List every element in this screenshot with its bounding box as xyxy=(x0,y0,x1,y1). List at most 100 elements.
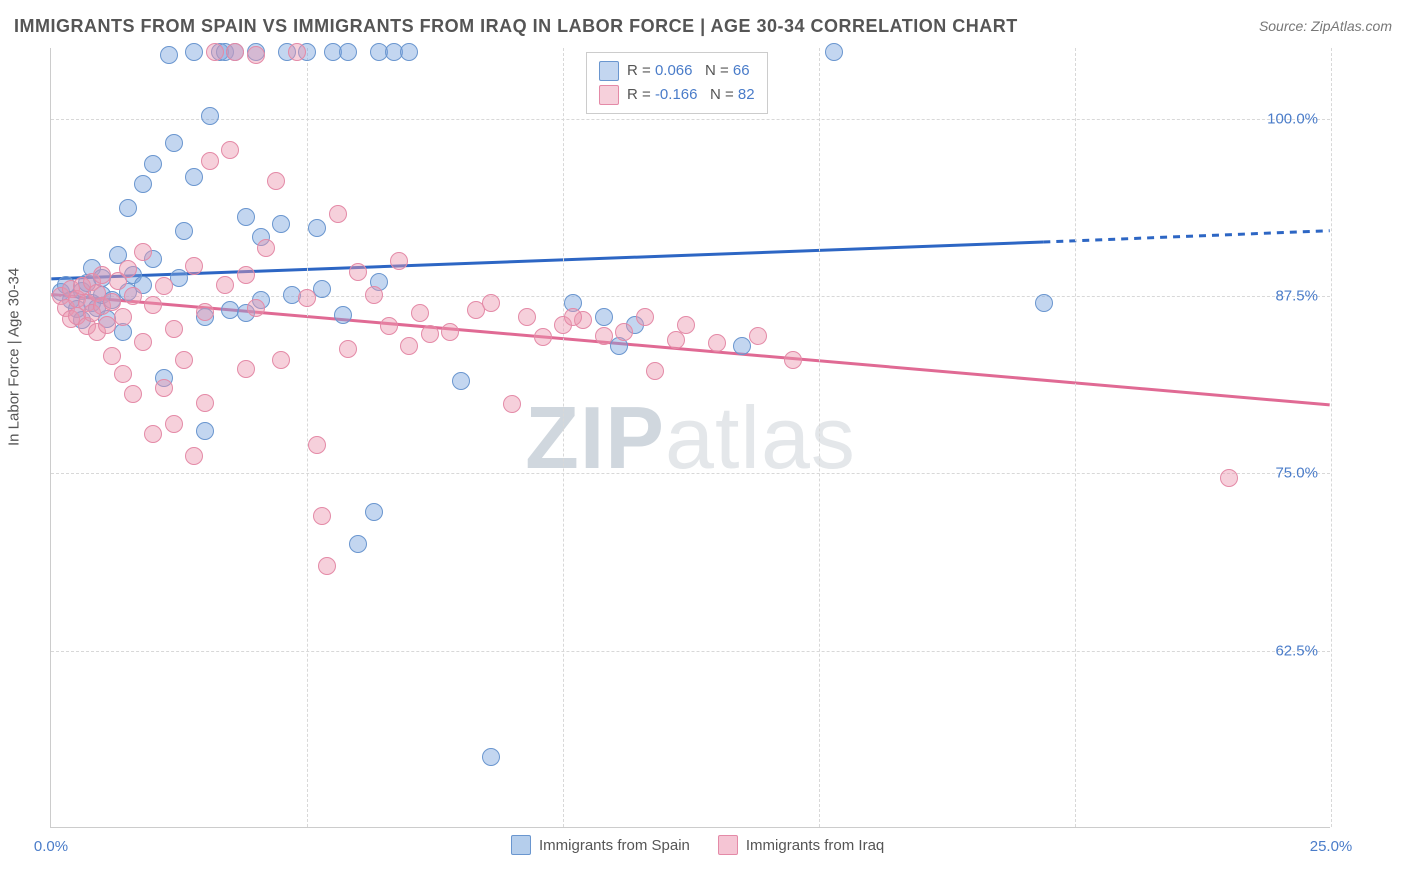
legend-swatch xyxy=(599,85,619,105)
scatter-point xyxy=(165,415,183,433)
scatter-point xyxy=(288,43,306,61)
scatter-point xyxy=(677,316,695,334)
scatter-point xyxy=(237,208,255,226)
scatter-point xyxy=(237,266,255,284)
chart-title: IMMIGRANTS FROM SPAIN VS IMMIGRANTS FROM… xyxy=(14,16,1018,37)
scatter-point xyxy=(313,280,331,298)
scatter-point xyxy=(175,222,193,240)
scatter-point xyxy=(298,289,316,307)
scatter-point xyxy=(216,276,234,294)
scatter-point xyxy=(708,334,726,352)
scatter-point xyxy=(272,351,290,369)
legend-swatch xyxy=(599,61,619,81)
scatter-point xyxy=(334,306,352,324)
series-legend-item: Immigrants from Iraq xyxy=(718,835,884,855)
gridline-horizontal xyxy=(51,296,1330,297)
scatter-point xyxy=(114,308,132,326)
scatter-point xyxy=(365,503,383,521)
scatter-point xyxy=(257,239,275,257)
scatter-point xyxy=(170,269,188,287)
x-tick-label: 0.0% xyxy=(34,838,68,855)
scatter-point xyxy=(114,365,132,383)
y-tick-label: 100.0% xyxy=(1267,110,1318,127)
scatter-point xyxy=(134,243,152,261)
watermark-zip: ZIP xyxy=(525,388,665,487)
scatter-point xyxy=(595,308,613,326)
gridline-vertical xyxy=(307,48,308,827)
scatter-point xyxy=(237,360,255,378)
gridline-vertical xyxy=(563,48,564,827)
scatter-point xyxy=(308,219,326,237)
gridline-horizontal xyxy=(51,119,1330,120)
scatter-point xyxy=(564,308,582,326)
scatter-point xyxy=(349,535,367,553)
correlation-legend-row: R = -0.166 N = 82 xyxy=(599,83,755,107)
scatter-point xyxy=(185,447,203,465)
scatter-point xyxy=(155,379,173,397)
gridline-vertical xyxy=(1331,48,1332,827)
scatter-point xyxy=(185,43,203,61)
scatter-point xyxy=(308,436,326,454)
series-legend-item: Immigrants from Spain xyxy=(511,835,690,855)
scatter-point xyxy=(441,323,459,341)
scatter-point xyxy=(646,362,664,380)
scatter-point xyxy=(267,172,285,190)
scatter-point xyxy=(365,286,383,304)
scatter-point xyxy=(615,323,633,341)
scatter-point xyxy=(134,333,152,351)
scatter-point xyxy=(329,205,347,223)
y-tick-label: 87.5% xyxy=(1275,288,1318,305)
scatter-point xyxy=(185,168,203,186)
source-attribution: Source: ZipAtlas.com xyxy=(1259,18,1392,34)
scatter-point xyxy=(518,308,536,326)
watermark-atlas: atlas xyxy=(665,388,856,487)
scatter-point xyxy=(175,351,193,369)
scatter-point xyxy=(103,347,121,365)
scatter-point xyxy=(226,43,244,61)
scatter-point xyxy=(144,155,162,173)
scatter-point xyxy=(313,507,331,525)
scatter-point xyxy=(380,317,398,335)
scatter-point xyxy=(667,331,685,349)
scatter-point xyxy=(1220,469,1238,487)
scatter-point xyxy=(124,385,142,403)
scatter-point xyxy=(411,304,429,322)
scatter-point xyxy=(784,351,802,369)
scatter-point xyxy=(119,199,137,217)
scatter-point xyxy=(503,395,521,413)
scatter-point xyxy=(272,215,290,233)
scatter-point xyxy=(196,303,214,321)
gridline-horizontal xyxy=(51,651,1330,652)
scatter-point xyxy=(349,263,367,281)
scatter-point xyxy=(247,46,265,64)
scatter-point xyxy=(196,422,214,440)
gridline-vertical xyxy=(819,48,820,827)
scatter-point xyxy=(482,294,500,312)
scatter-point xyxy=(124,287,142,305)
scatter-point xyxy=(155,277,173,295)
scatter-point xyxy=(636,308,654,326)
series-legend: Immigrants from Spain Immigrants from Ira… xyxy=(511,835,884,855)
scatter-point xyxy=(144,296,162,314)
series-legend-label: Immigrants from Spain xyxy=(539,837,690,854)
scatter-point xyxy=(160,46,178,64)
scatter-point xyxy=(201,152,219,170)
scatter-point xyxy=(134,175,152,193)
scatter-point xyxy=(185,257,203,275)
scatter-point xyxy=(595,327,613,345)
y-tick-label: 62.5% xyxy=(1275,642,1318,659)
scatter-point xyxy=(196,394,214,412)
scatter-point xyxy=(221,141,239,159)
scatter-point xyxy=(119,260,137,278)
scatter-point xyxy=(749,327,767,345)
series-legend-label: Immigrants from Iraq xyxy=(746,837,884,854)
y-tick-label: 75.0% xyxy=(1275,465,1318,482)
scatter-point xyxy=(825,43,843,61)
legend-swatch xyxy=(511,835,531,855)
scatter-point xyxy=(421,325,439,343)
scatter-point xyxy=(339,43,357,61)
scatter-point xyxy=(400,43,418,61)
legend-swatch xyxy=(718,835,738,855)
correlation-text: R = 0.066 N = 66 xyxy=(627,59,750,83)
gridline-horizontal xyxy=(51,473,1330,474)
